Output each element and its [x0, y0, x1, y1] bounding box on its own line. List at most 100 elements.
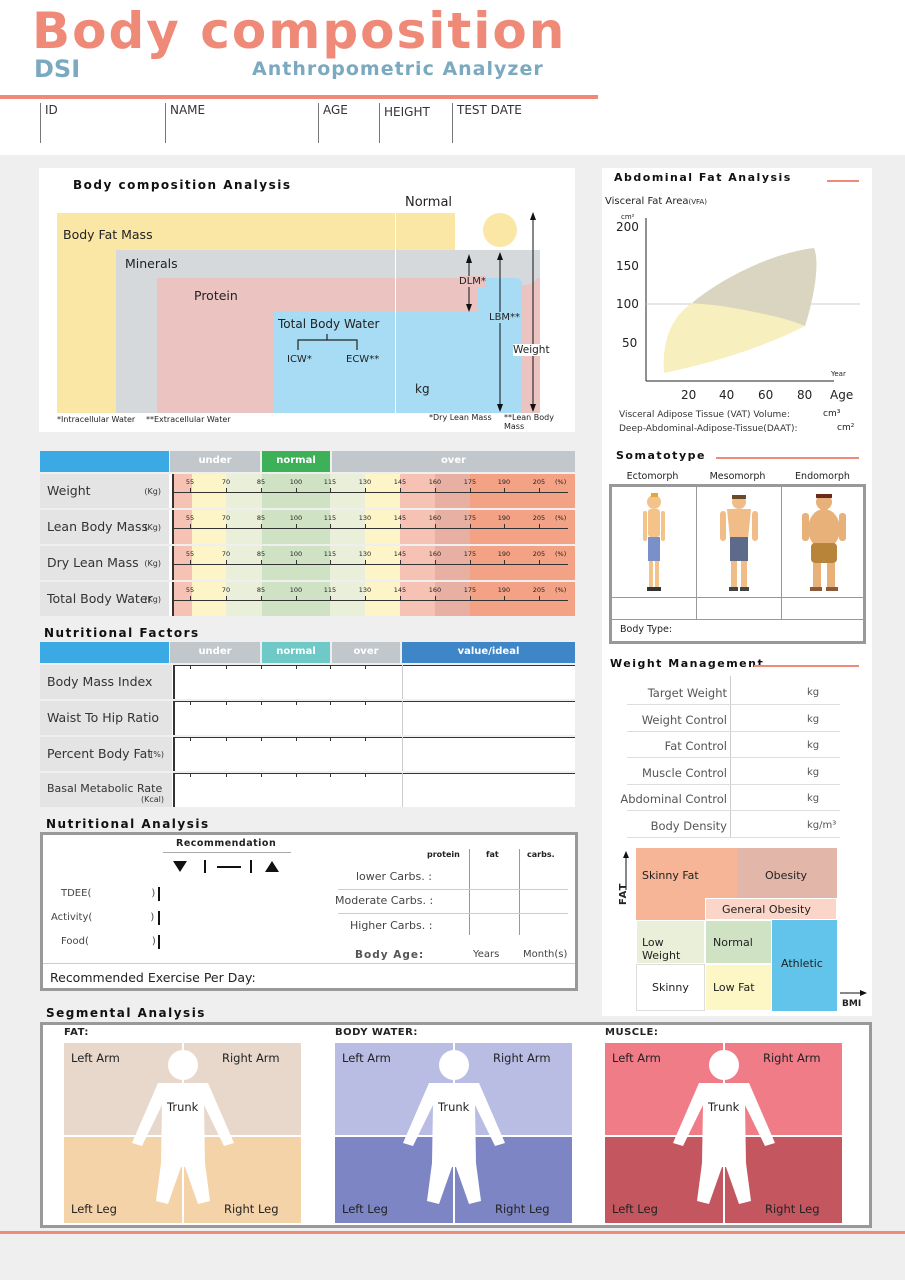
range-tick-label: 55	[185, 514, 195, 522]
range-tick-mark	[296, 560, 297, 564]
nf-header-under: under	[170, 642, 260, 663]
nf-tick-mark	[296, 701, 297, 705]
age-axis-label: Age	[830, 388, 854, 402]
nf-axis	[173, 665, 575, 666]
lbm-footnote: **Lean Body Mass	[504, 413, 554, 431]
activity-label: Activity(	[51, 912, 93, 923]
range-tick-label: 130	[358, 586, 372, 594]
nf-tick-mark	[296, 737, 297, 741]
range-row-label: Total Body Water (Kg)	[40, 582, 169, 616]
range-tick-mark	[435, 488, 436, 492]
nf-axis-start	[173, 737, 175, 771]
nf-tick-mark	[261, 773, 262, 777]
nf-tick-mark	[330, 737, 331, 741]
name-field[interactable]: NAME	[165, 103, 205, 143]
range-tick-mark	[470, 488, 471, 492]
ytick-100: 100	[616, 297, 639, 311]
id-field[interactable]: ID	[40, 103, 58, 143]
nf-tick-mark	[365, 737, 366, 741]
range-zone	[192, 582, 226, 616]
wm-row-unit: kg	[807, 766, 820, 778]
segment-label-left-leg: Left Leg	[342, 1202, 388, 1216]
segment-label-left-arm: Left Arm	[342, 1051, 391, 1065]
range-tick-label: 55	[185, 586, 195, 594]
range-tick-label: 85	[256, 514, 266, 522]
xtick-80: 80	[797, 388, 813, 402]
segment-group: Left Arm Right Arm Trunk Left Leg Right Leg	[335, 1043, 572, 1223]
test-date-field[interactable]: TEST DATE	[452, 103, 522, 143]
nf-tick-mark	[190, 737, 191, 741]
range-tick-label: 175	[463, 550, 477, 558]
wm-row-label: Muscle Control	[641, 765, 727, 780]
range-zone	[400, 582, 435, 616]
food-label: Food(	[61, 936, 89, 947]
range-tick-label: 205	[532, 586, 546, 594]
range-header-normal: normal	[262, 451, 330, 472]
range-tick-mark	[435, 524, 436, 528]
wm-row-unit: kg	[807, 713, 820, 725]
body-silhouette-icon	[132, 1050, 234, 1204]
nf-tick-mark	[330, 701, 331, 705]
range-tick-label: 175	[463, 514, 477, 522]
recommendation-underline	[163, 852, 291, 853]
nf-value-separator	[402, 773, 403, 807]
nf-tick-mark	[261, 701, 262, 705]
range-axis	[173, 492, 568, 493]
range-zone	[192, 546, 226, 580]
nf-tick-mark	[190, 665, 191, 669]
range-tick-label: 175	[463, 478, 477, 486]
footer-line	[0, 1231, 905, 1234]
segment-label-left-leg: Left Leg	[71, 1202, 117, 1216]
range-zone	[330, 474, 365, 508]
exercise-label: Recommended Exercise Per Day:	[50, 970, 256, 985]
segment-label-right-leg: Right Leg	[765, 1202, 820, 1216]
range-zone	[400, 546, 435, 580]
range-zone	[435, 474, 470, 508]
range-axis	[173, 600, 568, 601]
range-tick-label: 115	[323, 478, 337, 486]
range-tick-label: 175	[463, 586, 477, 594]
nf-tick-mark	[190, 773, 191, 777]
range-header-under: under	[170, 451, 260, 472]
bca-title: Body composition Analysis	[73, 178, 292, 192]
range-zone	[330, 510, 365, 544]
food-marker	[158, 935, 160, 949]
segment-label-right-arm: Right Arm	[493, 1051, 551, 1065]
nf-axis-start	[173, 665, 175, 699]
range-zone	[174, 546, 192, 580]
decrease-arrow-icon	[173, 861, 187, 872]
nf-tick-mark	[226, 701, 227, 705]
range-tick-mark	[190, 488, 191, 492]
normal-label: Normal	[405, 195, 453, 210]
range-tick-mark	[539, 596, 540, 600]
report-title: Body composition	[32, 2, 567, 60]
nf-header-over: over	[332, 642, 400, 663]
nf-tick-mark	[296, 773, 297, 777]
height-field[interactable]: HEIGHT	[379, 103, 430, 143]
wm-row-label: Weight Control	[641, 712, 727, 727]
range-pct-label: (%)	[555, 586, 567, 594]
range-zone	[470, 582, 575, 616]
range-axis-start	[172, 582, 174, 616]
range-tick-mark	[504, 560, 505, 564]
bmi-axis-arrow-icon	[860, 990, 867, 996]
range-row: Lean Body Mass (Kg) 55 70 85 100 115 130 145 160 1…	[40, 510, 575, 544]
range-zone	[192, 510, 226, 544]
segment-label-trunk: Trunk	[438, 1100, 470, 1114]
age-field[interactable]: AGE	[318, 103, 348, 143]
segment-label-left-leg: Left Leg	[612, 1202, 658, 1216]
range-tick-label: 130	[358, 550, 372, 558]
nf-tick-mark	[365, 773, 366, 777]
nf-tick-mark	[330, 773, 331, 777]
range-row-text: Total Body Water	[47, 591, 153, 606]
range-tick-mark	[400, 488, 401, 492]
range-tick-mark	[539, 488, 540, 492]
range-tick-label: 190	[497, 514, 511, 522]
range-zone	[226, 510, 262, 544]
nf-axis	[173, 773, 575, 774]
ecw-label: ECW**	[346, 354, 380, 365]
wm-row-unit: kg	[807, 740, 820, 751]
cell-skinny-fat: Skinny Fat	[636, 848, 737, 898]
range-tick-label: 190	[497, 550, 511, 558]
range-zone	[174, 582, 192, 616]
